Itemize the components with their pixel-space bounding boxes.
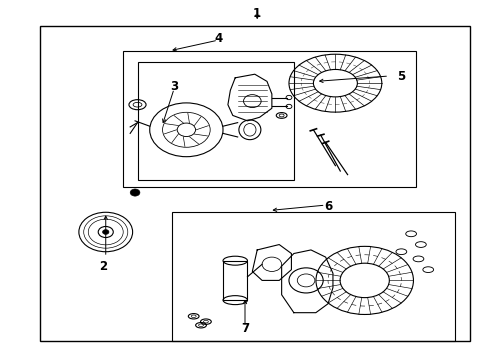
- Text: 2: 2: [99, 260, 107, 273]
- Text: 6: 6: [324, 201, 332, 213]
- Text: 4: 4: [214, 32, 222, 45]
- Text: 3: 3: [170, 80, 178, 93]
- Bar: [172, 212, 455, 341]
- Bar: [138, 62, 294, 180]
- Text: 1: 1: [253, 7, 261, 20]
- Circle shape: [102, 230, 109, 234]
- Bar: [223, 261, 247, 300]
- Circle shape: [130, 189, 140, 196]
- Text: 7: 7: [241, 322, 249, 335]
- Text: 5: 5: [397, 69, 406, 82]
- Bar: [40, 26, 470, 341]
- Bar: [123, 51, 416, 187]
